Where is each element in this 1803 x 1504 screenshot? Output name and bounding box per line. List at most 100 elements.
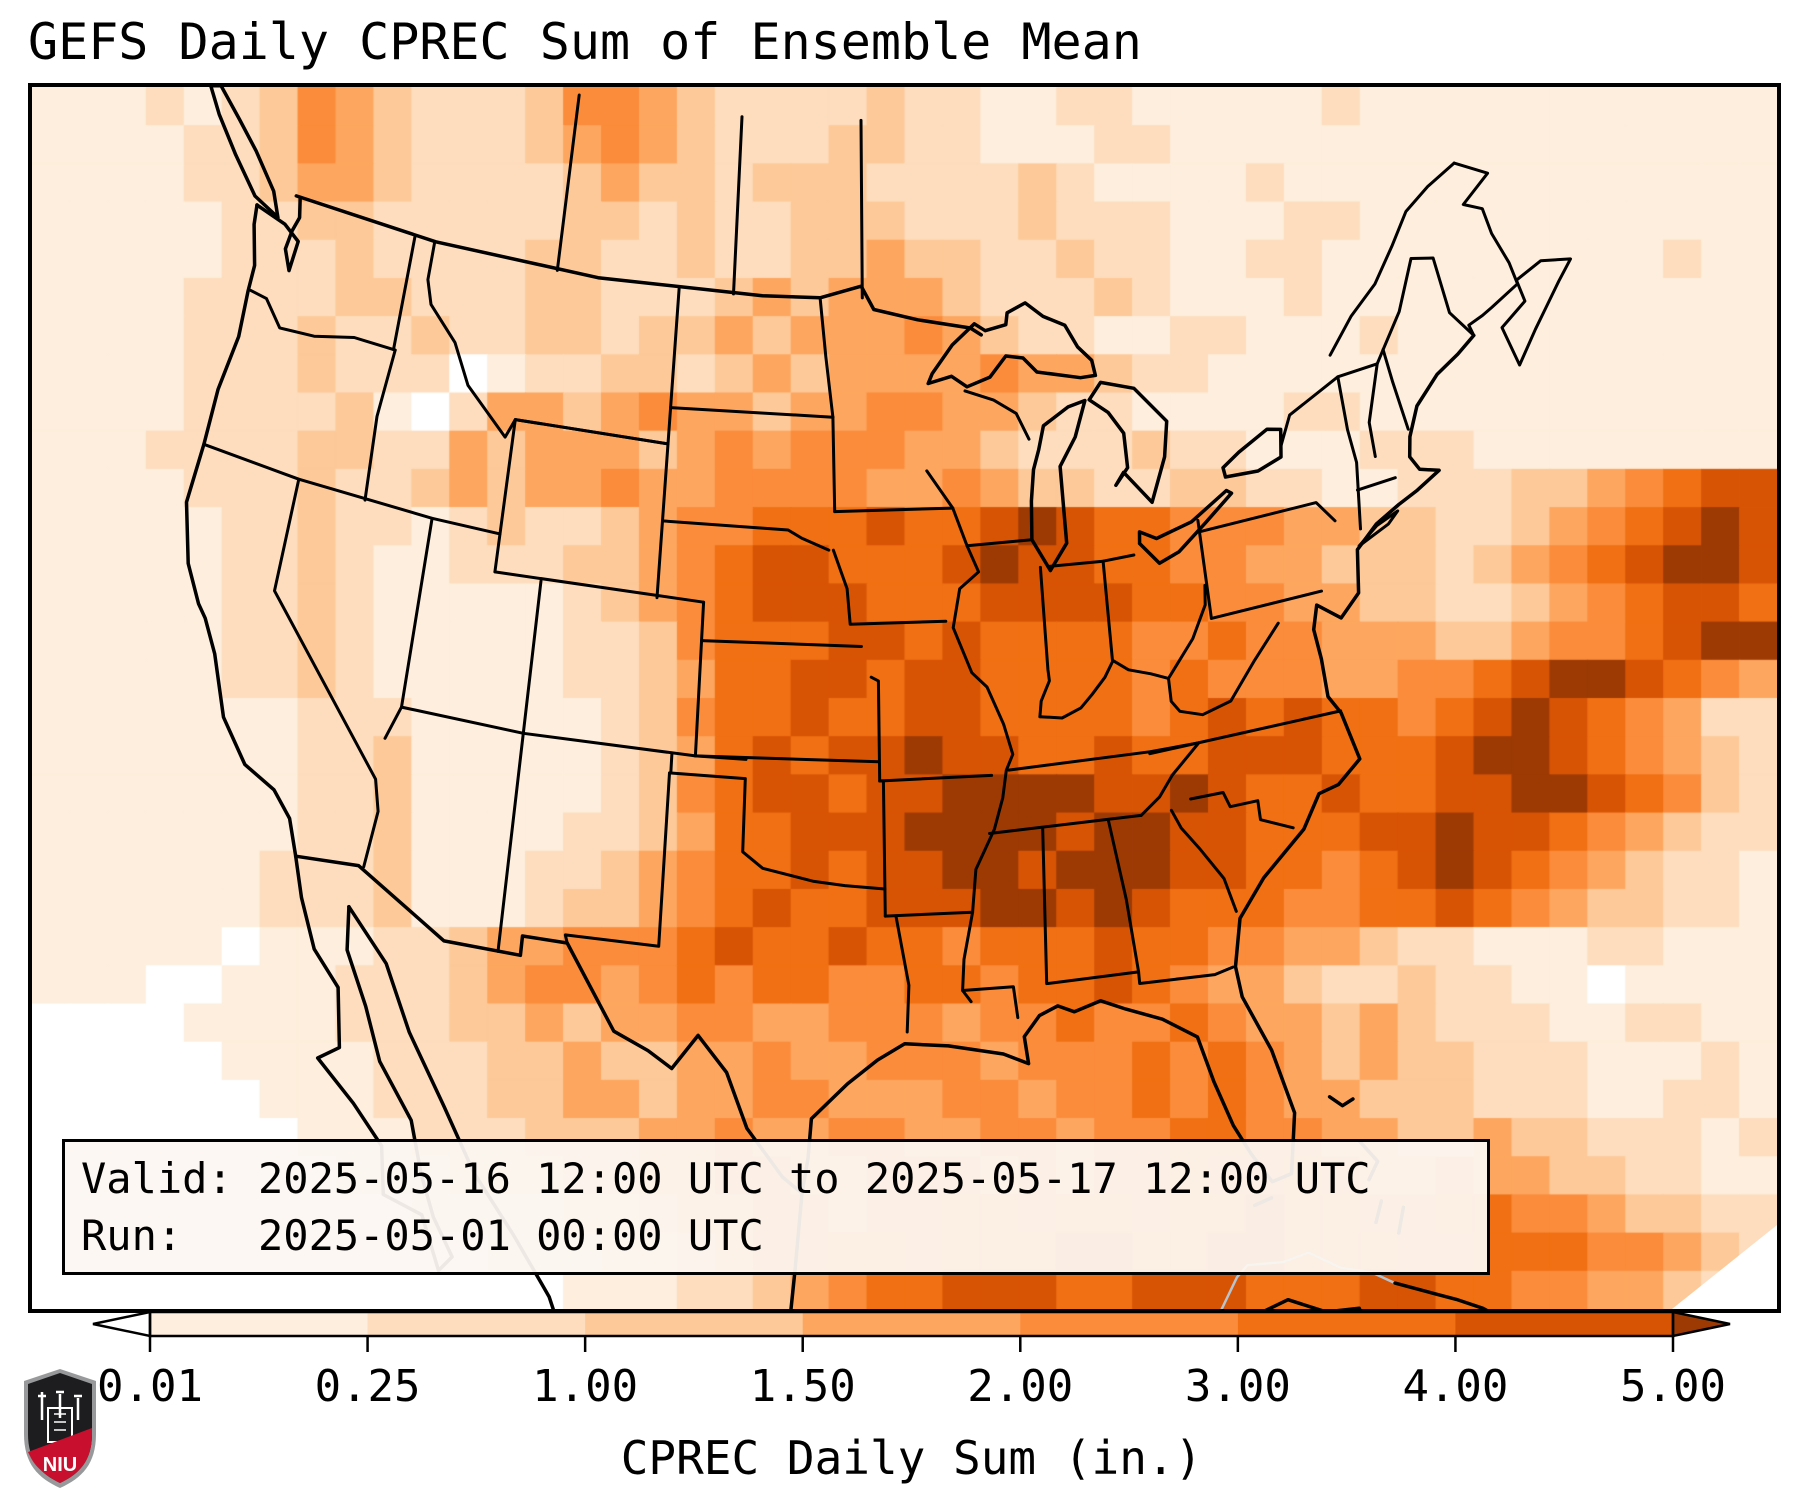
colorbar-tick-label: 4.00	[1402, 1361, 1508, 1412]
border-line	[1221, 427, 1283, 479]
border-line	[1357, 509, 1400, 548]
colorbar-tick-label: 1.50	[750, 1361, 856, 1412]
valid-run-info-box: Valid: 2025-05-16 12:00 UTC to 2025-05-1…	[62, 1139, 1490, 1275]
border-line	[1189, 791, 1295, 830]
border-line	[1381, 348, 1410, 431]
border-line	[1169, 808, 1238, 913]
border-line	[426, 240, 517, 439]
colorbar-tick-label: 0.01	[97, 1361, 203, 1412]
border-line	[1167, 621, 1280, 717]
colorbar-segment	[1020, 1312, 1239, 1336]
colorbar-segment	[1455, 1312, 1674, 1336]
border-line	[1087, 380, 1169, 505]
border-line	[1279, 256, 1476, 447]
colorbar-segment	[802, 1312, 1021, 1336]
colorbar-segment	[1237, 1312, 1457, 1336]
colorbar-over-arrow	[1671, 1310, 1731, 1338]
colorbar: 0.01 0.25 1.00 1.50 2.00 3.00 4.00 5.00 CPREC Da…	[92, 1310, 1731, 1485]
projection-edge-wedge	[1672, 1225, 1777, 1309]
border-line	[1452, 161, 1519, 337]
colorbar-tick-label: 3.00	[1185, 1361, 1291, 1412]
colorbar-axis-label: CPREC Daily Sum (in.)	[621, 1431, 1203, 1485]
colorbar-under-arrow	[92, 1310, 152, 1338]
border-line	[1041, 827, 1049, 986]
border-line	[513, 418, 670, 446]
border-line	[294, 194, 983, 337]
colorbar-tick-label: 5.00	[1620, 1361, 1726, 1412]
border-line	[669, 406, 835, 419]
border-line	[1148, 709, 1343, 756]
border-line	[818, 296, 835, 419]
border-line	[1046, 553, 1136, 568]
colorbar-tick-label: 2.00	[967, 1361, 1073, 1412]
page-title: GEFS Daily CPREC Sum of Ensemble Mean	[28, 13, 1142, 71]
border-line	[1500, 257, 1572, 367]
border-line	[1264, 1281, 1488, 1309]
border-line	[1196, 518, 1213, 620]
colorbar-segment	[367, 1312, 586, 1336]
border-line	[1139, 741, 1201, 817]
border-line	[800, 333, 1476, 1196]
colorbar-frame	[148, 1310, 1675, 1338]
colorbar-segment	[585, 1312, 804, 1336]
border-line	[732, 115, 744, 296]
border-line	[693, 754, 881, 764]
border-line	[878, 773, 994, 783]
border-line	[392, 234, 417, 352]
border-line	[184, 203, 298, 858]
border-line	[669, 771, 887, 891]
state-borders-overlay	[184, 87, 1777, 1309]
map-panel: Valid: 2025-05-16 12:00 UTC to 2025-05-1…	[28, 83, 1781, 1313]
run-time-text: Run: 2025-05-01 00:00 UTC	[81, 1211, 764, 1260]
border-line	[894, 914, 911, 1034]
colorbar-area: 0.01 0.25 1.00 1.50 2.00 3.00 4.00 5.00 CPREC Da…	[0, 1306, 1803, 1500]
border-line	[831, 415, 837, 514]
logo-red-band	[28, 1428, 92, 1483]
border-line	[693, 600, 706, 758]
border-line	[202, 442, 502, 536]
border-line	[255, 195, 302, 273]
border-line	[965, 538, 1034, 548]
border-line	[963, 389, 1031, 441]
border-line	[1328, 161, 1456, 357]
border-line	[961, 985, 1020, 1020]
border-line	[925, 469, 1015, 1004]
valid-time-text: Valid: 2025-05-16 12:00 UTC to 2025-05-1…	[81, 1154, 1371, 1203]
border-line	[563, 771, 671, 948]
border-line	[833, 506, 955, 514]
colorbar-tick-label: 0.25	[315, 1361, 421, 1412]
border-line	[831, 548, 948, 626]
border-line	[1367, 362, 1379, 458]
border-line	[493, 570, 706, 604]
border-line	[1029, 398, 1087, 573]
colorbar-segment	[150, 1312, 369, 1336]
border-line	[496, 579, 543, 953]
border-line	[1137, 488, 1234, 566]
border-line	[513, 418, 670, 600]
border-line	[859, 118, 864, 300]
border-line	[669, 752, 674, 775]
border-line	[493, 418, 517, 574]
border-line	[1197, 501, 1337, 534]
logo-text: NIU	[43, 1454, 77, 1476]
border-line	[1101, 559, 1114, 663]
border-line	[1038, 583, 1207, 720]
border-line	[363, 348, 397, 502]
border-line	[869, 675, 887, 918]
border-line	[293, 854, 804, 1196]
border-line	[1209, 589, 1323, 620]
border-line	[1007, 741, 1201, 772]
border-line	[926, 301, 1098, 389]
precip-raster	[32, 87, 1777, 1309]
border-line	[383, 516, 434, 740]
border-line	[1038, 565, 1051, 719]
border-line	[883, 910, 975, 918]
niu-logo: NIU	[24, 1369, 96, 1488]
border-line	[273, 477, 380, 869]
border-line	[1106, 818, 1141, 974]
border-line	[1327, 1095, 1355, 1108]
border-line	[700, 639, 863, 648]
border-line	[555, 93, 581, 272]
border-line	[666, 287, 681, 446]
